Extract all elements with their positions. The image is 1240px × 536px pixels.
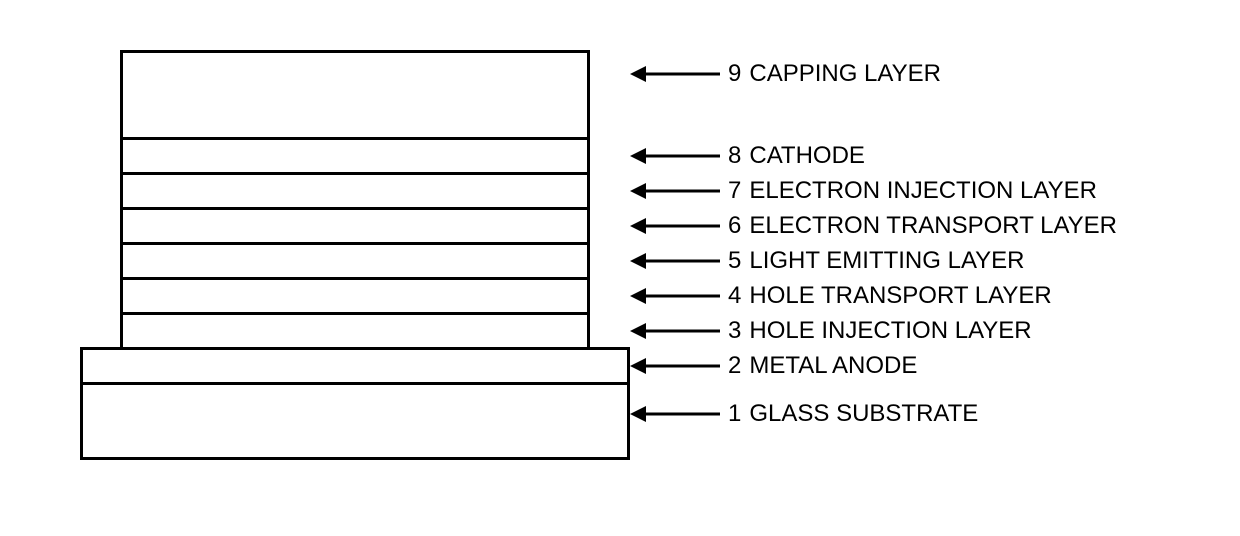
layer-5-rect: [120, 242, 590, 280]
layer-9-number: 9: [728, 60, 741, 88]
layer-1-rect: [80, 382, 630, 460]
layer-7-rect: [120, 172, 590, 210]
layer-8-rect: [120, 137, 590, 175]
layer-9-label-row: 9 CAPPING LAYER: [630, 60, 941, 88]
layer-6-label-row: 6 ELECTRON TRANSPORT LAYER: [630, 212, 1117, 240]
layer-5-text: LIGHT EMITTING LAYER: [749, 247, 1024, 275]
layer-1-label-row: 1 GLASS SUBSTRATE: [630, 400, 978, 428]
layer-5-number: 5: [728, 247, 741, 275]
layer-6-rect: [120, 207, 590, 245]
layer-7-number: 7: [728, 177, 741, 205]
arrow-left-icon: [630, 179, 720, 203]
layer-7-text: ELECTRON INJECTION LAYER: [749, 177, 1097, 205]
layer-4-number: 4: [728, 282, 741, 310]
layer-3-rect: [120, 312, 590, 350]
layer-8-number: 8: [728, 142, 741, 170]
layer-4-rect: [120, 277, 590, 315]
arrow-left-icon: [630, 402, 720, 426]
layer-2-text: METAL ANODE: [749, 352, 917, 380]
layer-9-text: CAPPING LAYER: [749, 60, 941, 88]
layer-4-text: HOLE TRANSPORT LAYER: [749, 282, 1051, 310]
layer-2-rect: [80, 347, 630, 385]
layer-8-text: CATHODE: [749, 142, 865, 170]
layer-1-number: 1: [728, 400, 741, 428]
layer-9-rect: [120, 50, 590, 140]
layer-3-number: 3: [728, 317, 741, 345]
layer-1-text: GLASS SUBSTRATE: [749, 400, 978, 428]
layer-4-label-row: 4 HOLE TRANSPORT LAYER: [630, 282, 1052, 310]
arrow-left-icon: [630, 144, 720, 168]
arrow-left-icon: [630, 62, 720, 86]
layer-6-text: ELECTRON TRANSPORT LAYER: [749, 212, 1117, 240]
layer-8-label-row: 8 CATHODE: [630, 142, 865, 170]
layer-2-label-row: 2 METAL ANODE: [630, 352, 917, 380]
arrow-left-icon: [630, 284, 720, 308]
layer-7-label-row: 7 ELECTRON INJECTION LAYER: [630, 177, 1097, 205]
layer-2-number: 2: [728, 352, 741, 380]
arrow-left-icon: [630, 319, 720, 343]
arrow-left-icon: [630, 354, 720, 378]
layer-5-label-row: 5 LIGHT EMITTING LAYER: [630, 247, 1025, 275]
layer-3-text: HOLE INJECTION LAYER: [749, 317, 1031, 345]
layer-3-label-row: 3 HOLE INJECTION LAYER: [630, 317, 1032, 345]
arrow-left-icon: [630, 249, 720, 273]
oled-layer-diagram: 9 CAPPING LAYER 8 CATHODE 7 ELECTRON INJECTIO…: [0, 50, 1240, 490]
arrow-left-icon: [630, 214, 720, 238]
layer-6-number: 6: [728, 212, 741, 240]
